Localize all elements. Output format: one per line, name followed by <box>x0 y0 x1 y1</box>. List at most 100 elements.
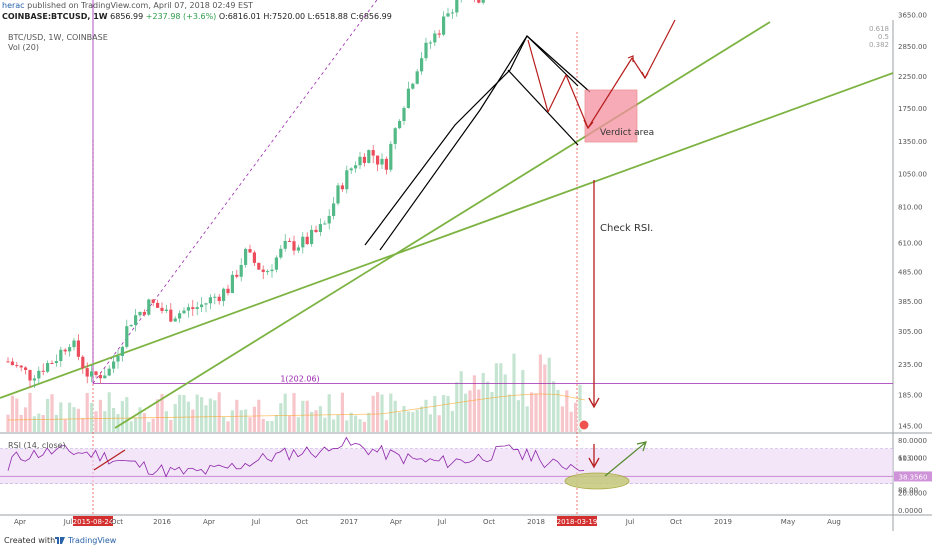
rsi-down-arrowhead <box>588 457 600 469</box>
rsi-line <box>7 436 585 478</box>
time-tick-label: 2019 <box>714 518 732 526</box>
volume-bar <box>213 400 217 432</box>
candle-body <box>63 349 67 352</box>
price-tick-label: 145.00 <box>898 423 923 431</box>
volume-bar <box>424 399 428 432</box>
volume-bar <box>332 419 336 432</box>
last-price: 6856.99 <box>110 12 144 21</box>
price-tick-label: 1750.00 <box>898 105 927 113</box>
volume-bar <box>380 394 384 432</box>
volume-bar <box>239 410 243 432</box>
price-tick-label: 1050.00 <box>898 170 927 178</box>
volume-bar <box>437 415 441 432</box>
wave-arrow <box>547 74 567 113</box>
candle-body <box>327 215 331 224</box>
volume-bar <box>402 406 406 432</box>
candle-body <box>292 241 296 251</box>
author-name[interactable]: herac <box>2 1 25 10</box>
volume-bar <box>349 412 353 432</box>
price-tick-label: 88.00 <box>898 486 918 494</box>
rsi-highlight-ellipse <box>564 472 630 490</box>
candle-body <box>481 0 485 3</box>
volume-bar <box>565 390 569 432</box>
created-with-label: Created with <box>4 536 56 545</box>
volume-bar <box>72 407 76 432</box>
volume-bar <box>340 392 344 432</box>
symbol-info: COINBASE:BTCUSD, 1W 6856.99 +237.98 (+3.… <box>2 12 392 21</box>
volume-bar <box>464 393 468 432</box>
volume-bar <box>288 415 292 432</box>
arrow-heads <box>583 55 649 130</box>
candle-body <box>147 299 151 315</box>
volume-bar <box>15 398 19 432</box>
volume-bar <box>125 397 129 432</box>
candle-body <box>142 311 146 315</box>
price-tick-label: 185.00 <box>898 392 923 400</box>
candle-body <box>191 307 195 310</box>
candle-body <box>323 223 327 225</box>
volume-bar <box>85 392 89 432</box>
candle-body <box>169 309 173 322</box>
candle-body <box>283 240 287 249</box>
time-tick-label: 2018 <box>527 518 545 526</box>
candle-body <box>103 375 107 379</box>
volume-bar <box>305 400 309 432</box>
candle-body <box>54 361 58 364</box>
volume-bar <box>530 392 534 432</box>
check-rsi-label: Check RSI. <box>600 223 653 234</box>
volume-bar <box>41 415 45 432</box>
candle-body <box>32 378 36 381</box>
candle-body <box>217 296 221 302</box>
rsi-tick-label: 38.3560 <box>899 473 928 481</box>
candle-body <box>358 156 362 166</box>
volume-bar <box>486 381 490 432</box>
price-tick-label: 113.00 <box>898 454 923 462</box>
candle-body <box>81 356 85 369</box>
volume-bar <box>107 392 111 432</box>
candle-body <box>266 271 270 273</box>
candle-body <box>446 13 450 17</box>
time-tick-label: May <box>781 518 795 526</box>
volume-ma-line <box>7 393 586 421</box>
time-tick-label: 2015-08-24 <box>73 518 114 526</box>
footer: Created with TradingView <box>0 531 932 550</box>
volume-bar <box>235 399 239 432</box>
volume-bar <box>37 413 41 432</box>
check-rsi-arrowhead <box>588 397 600 409</box>
candle-body <box>186 307 190 311</box>
candle-body <box>450 12 454 14</box>
candle-body <box>261 269 265 272</box>
volume-bar <box>222 416 226 432</box>
candle-body <box>248 249 252 253</box>
volume-bar <box>98 399 102 432</box>
volume-bar <box>569 411 573 432</box>
volume-bar <box>200 397 204 432</box>
volume-bar <box>490 392 494 432</box>
volume-bar <box>182 395 186 432</box>
volume-bar <box>94 411 98 432</box>
volume-bar <box>446 395 450 432</box>
tradingview-brand[interactable]: TradingView <box>68 536 117 545</box>
rsi-tick-label: 20.0000 <box>898 490 927 498</box>
volume-bar <box>32 416 36 432</box>
candle-body <box>428 42 432 44</box>
publish-info: herac published on TradingView.com, Apri… <box>2 1 253 10</box>
volume-bar <box>525 406 529 432</box>
time-tick-label: 2017 <box>340 518 358 526</box>
channel-line <box>526 35 591 93</box>
volume-bar <box>204 405 208 432</box>
candle-body <box>349 168 353 171</box>
candle-body <box>107 368 111 376</box>
volume-bar <box>508 394 512 432</box>
volume-bar <box>398 412 402 432</box>
rsi-pane <box>0 436 893 490</box>
volume-bar <box>428 414 432 432</box>
candle-body <box>15 365 19 367</box>
candle-body <box>244 249 248 265</box>
candle-body <box>345 170 349 190</box>
candle-body <box>208 297 212 304</box>
candle-body <box>424 42 428 59</box>
candle-body <box>226 288 230 294</box>
candle-body <box>288 240 292 242</box>
